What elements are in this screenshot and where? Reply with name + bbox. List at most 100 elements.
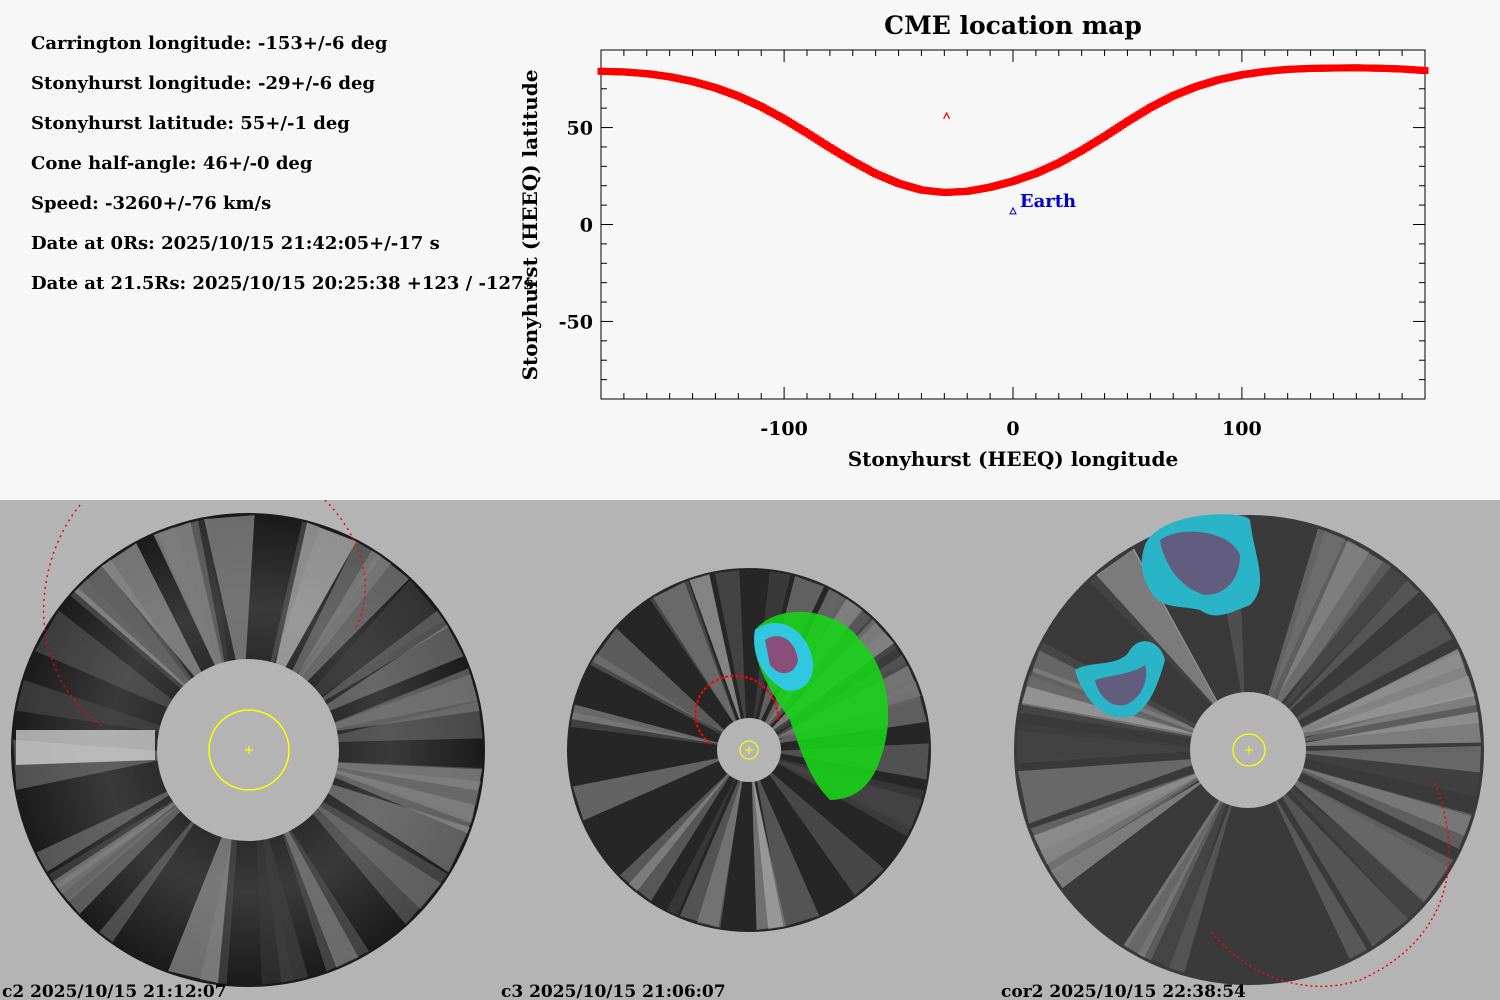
streamer-ray bbox=[1303, 746, 1481, 773]
chart-series: Earth bbox=[597, 64, 1429, 215]
streamer-ray bbox=[326, 765, 480, 806]
streamer-ray bbox=[1288, 786, 1429, 920]
earth-label: Earth bbox=[1020, 191, 1076, 212]
streamer-ray bbox=[34, 610, 181, 712]
streamer-ray bbox=[280, 821, 359, 968]
streamer-ray bbox=[295, 553, 410, 689]
streamer-ray bbox=[262, 827, 309, 983]
cor2-timestamp-label: cor2 2025/10/15 22:38:54 bbox=[1001, 982, 1246, 1000]
c3-cme-core-red bbox=[765, 636, 798, 674]
streamer-ray bbox=[313, 610, 449, 707]
streamer-ray bbox=[48, 795, 185, 900]
streamer-ray bbox=[279, 820, 370, 972]
streamer-ray bbox=[1096, 548, 1219, 707]
streamer-ray bbox=[1089, 549, 1219, 708]
streamer-ray bbox=[58, 799, 189, 914]
streamer-ray bbox=[666, 776, 737, 916]
streamer-ray bbox=[16, 679, 171, 734]
streamer-ray bbox=[1292, 780, 1450, 901]
streamer-ray bbox=[324, 668, 480, 733]
streamer-ray bbox=[268, 521, 320, 674]
c2-coronagraph-image bbox=[11, 500, 485, 987]
streamer-ray bbox=[1282, 561, 1408, 709]
y-tick-label: 0 bbox=[580, 215, 593, 237]
c3-cme-fit-curve bbox=[694, 674, 780, 744]
c2-streamers bbox=[13, 515, 483, 985]
streamer-ray bbox=[1275, 540, 1392, 705]
c3-timestamp-label: c3 2025/10/15 21:06:07 bbox=[501, 982, 726, 1000]
streamer-ray bbox=[1137, 798, 1225, 961]
x-axis-label: Stonyhurst (HEEQ) longitude bbox=[848, 447, 1179, 471]
streamer-ray bbox=[1287, 580, 1419, 712]
cme-location-chart: CME location map -100 0 100 -50 0 50 Stonyhur… bbox=[518, 11, 1429, 471]
earth-marker bbox=[1009, 206, 1017, 215]
cor2-cme-core-upper bbox=[1160, 531, 1240, 595]
streamer-ray bbox=[1275, 539, 1390, 705]
streamer-ray bbox=[306, 579, 445, 702]
param-stonyhurst-longitude: Stonyhurst longitude: -29+/-6 deg bbox=[31, 73, 376, 94]
x-tick-label: -100 bbox=[760, 418, 808, 440]
streamer-ray bbox=[1267, 528, 1346, 700]
streamer-ray bbox=[99, 813, 201, 943]
cor2-streamers bbox=[1017, 518, 1481, 973]
cor2-coronagraph-image bbox=[1014, 514, 1484, 988]
y-tick-label: 50 bbox=[567, 118, 593, 140]
streamer-ray bbox=[1292, 779, 1454, 903]
cor2-cme-fit-curve bbox=[1209, 782, 1450, 988]
c2-sun-limb bbox=[208, 709, 290, 791]
c3-coronagraph-image bbox=[567, 568, 931, 932]
cme-parameters-panel: Carrington longitude: -153+/-6 deg Stony… bbox=[31, 11, 1429, 471]
streamer-ray bbox=[1168, 802, 1233, 973]
streamer-ray bbox=[572, 757, 721, 821]
streamer-ray bbox=[1274, 798, 1368, 960]
streamer-ray bbox=[714, 570, 747, 721]
streamer-ray bbox=[653, 581, 737, 724]
chart-title: CME location map bbox=[884, 11, 1142, 40]
streamer-ray bbox=[590, 654, 724, 736]
streamer-ray bbox=[1294, 611, 1453, 722]
x-tick-label: 0 bbox=[1006, 418, 1019, 440]
param-cone-half-angle: Cone half-angle: 46+/-0 deg bbox=[31, 153, 313, 174]
streamer-ray bbox=[318, 781, 470, 873]
streamer-ray bbox=[1017, 758, 1196, 824]
coronagraph-panels: c2 2025/10/15 21:12:07 c3 2025/10/15 21:… bbox=[0, 500, 1500, 1000]
streamer-ray bbox=[650, 580, 737, 724]
streamer-ray bbox=[36, 786, 179, 872]
y-axis-label: Stonyhurst (HEEQ) latitude bbox=[518, 70, 542, 381]
streamer-ray bbox=[1299, 767, 1472, 850]
y-tick-label: -50 bbox=[559, 311, 593, 333]
cme-apex-marker bbox=[943, 111, 951, 120]
streamer-ray bbox=[287, 541, 382, 683]
streamer-ray bbox=[1051, 779, 1204, 889]
c2-sun-center-icon bbox=[245, 746, 253, 754]
axis-tick-labels: -100 0 100 -50 0 50 bbox=[559, 118, 1262, 440]
streamer-ray bbox=[168, 826, 233, 984]
cone-boundary-point bbox=[1421, 67, 1429, 75]
streamer-ray bbox=[752, 779, 784, 929]
cor2-sun-center-icon bbox=[1245, 746, 1253, 754]
streamer-ray bbox=[1270, 530, 1370, 702]
streamer-ray bbox=[101, 543, 207, 685]
param-carrington-longitude: Carrington longitude: -153+/-6 deg bbox=[31, 33, 388, 54]
streamer-ray bbox=[309, 796, 448, 910]
streamer-ray bbox=[768, 771, 885, 896]
streamer-ray bbox=[155, 520, 227, 675]
streamer-ray bbox=[273, 522, 357, 677]
c2-timestamp-label: c2 2025/10/15 21:12:07 bbox=[2, 982, 227, 1000]
streamer-ray bbox=[592, 628, 726, 734]
param-date-0rs: Date at 0Rs: 2025/10/15 21:42:05+/-17 s bbox=[31, 233, 440, 254]
streamer-ray bbox=[317, 624, 464, 715]
streamer-ray bbox=[697, 779, 743, 928]
x-tick-label: 100 bbox=[1222, 418, 1262, 440]
streamer-ray bbox=[1280, 792, 1408, 947]
param-date-21-5rs: Date at 21.5Rs: 2025/10/15 20:25:38 +123… bbox=[31, 273, 534, 294]
axis-ticks bbox=[600, 50, 1426, 399]
streamer-ray bbox=[689, 574, 742, 722]
streamer-ray bbox=[1303, 711, 1481, 747]
streamer-ray bbox=[325, 762, 483, 824]
streamer-ray bbox=[1017, 723, 1195, 762]
streamer-ray bbox=[1126, 798, 1228, 970]
c2-bright-streamer bbox=[16, 730, 155, 765]
param-speed: Speed: -3260+/-76 km/s bbox=[31, 193, 272, 214]
streamer-ray bbox=[326, 701, 483, 743]
